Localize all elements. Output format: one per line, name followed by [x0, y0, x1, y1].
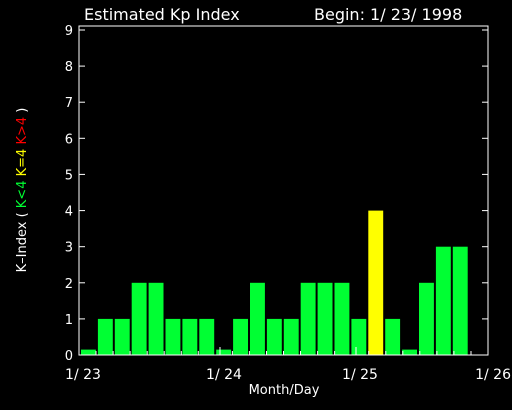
- bar: [97, 318, 113, 355]
- bar: [165, 318, 181, 355]
- y-tick-label: 0: [65, 349, 73, 364]
- bar: [131, 282, 147, 355]
- bar: [385, 318, 401, 355]
- y-label-mid: K=4: [15, 149, 30, 177]
- y-tick-label: 2: [65, 277, 73, 292]
- bar: [81, 349, 96, 355]
- chart-subtitle: Begin: 1/ 23/ 1998: [314, 5, 462, 24]
- y-tick-label: 4: [65, 205, 73, 220]
- bar: [419, 282, 434, 355]
- x-axis-label: Month/Day: [249, 383, 320, 398]
- bar: [452, 246, 468, 355]
- x-axis-ticks: 1/ 23 1/ 24 1/ 25 1/ 26: [65, 347, 511, 383]
- bar: [435, 246, 451, 355]
- bars-group: [81, 210, 468, 355]
- bar: [300, 282, 316, 355]
- x-tick-label: 1/ 26: [475, 367, 511, 383]
- bar: [283, 318, 299, 355]
- y-tick-label: 3: [65, 241, 73, 256]
- bar: [368, 210, 384, 355]
- chart-title: Estimated Kp Index: [84, 5, 240, 24]
- y-label-low: K<4: [15, 181, 30, 209]
- y-axis-ticks: 0 1 2 3 4 5 6 7 8 9: [65, 24, 488, 364]
- y-label-suffix: ): [15, 108, 30, 117]
- y-tick-label: 8: [65, 60, 73, 75]
- bar: [334, 282, 350, 355]
- y-label-prefix: K–Index (: [15, 208, 30, 272]
- y-axis-label: K–Index ( K<4 K=4 K>4 ): [15, 108, 30, 273]
- y-label-high: K>4: [15, 117, 30, 145]
- y-tick-label: 5: [65, 168, 73, 183]
- bar: [233, 318, 248, 355]
- bar: [250, 282, 265, 355]
- bar: [148, 282, 164, 355]
- bar: [317, 282, 333, 355]
- bar: [199, 318, 215, 355]
- x-tick-label: 1/ 24: [206, 367, 242, 383]
- bar: [402, 349, 417, 355]
- y-tick-label: 7: [65, 96, 73, 111]
- y-tick-label: 9: [65, 24, 73, 39]
- bar: [216, 349, 232, 355]
- bar: [351, 318, 367, 355]
- bar: [114, 318, 130, 355]
- y-tick-label: 6: [65, 132, 73, 147]
- bar: [266, 318, 282, 355]
- x-tick-label: 1/ 23: [65, 367, 101, 383]
- bar: [182, 318, 198, 355]
- x-tick-label: 1/ 25: [342, 367, 378, 383]
- y-tick-label: 1: [65, 313, 73, 328]
